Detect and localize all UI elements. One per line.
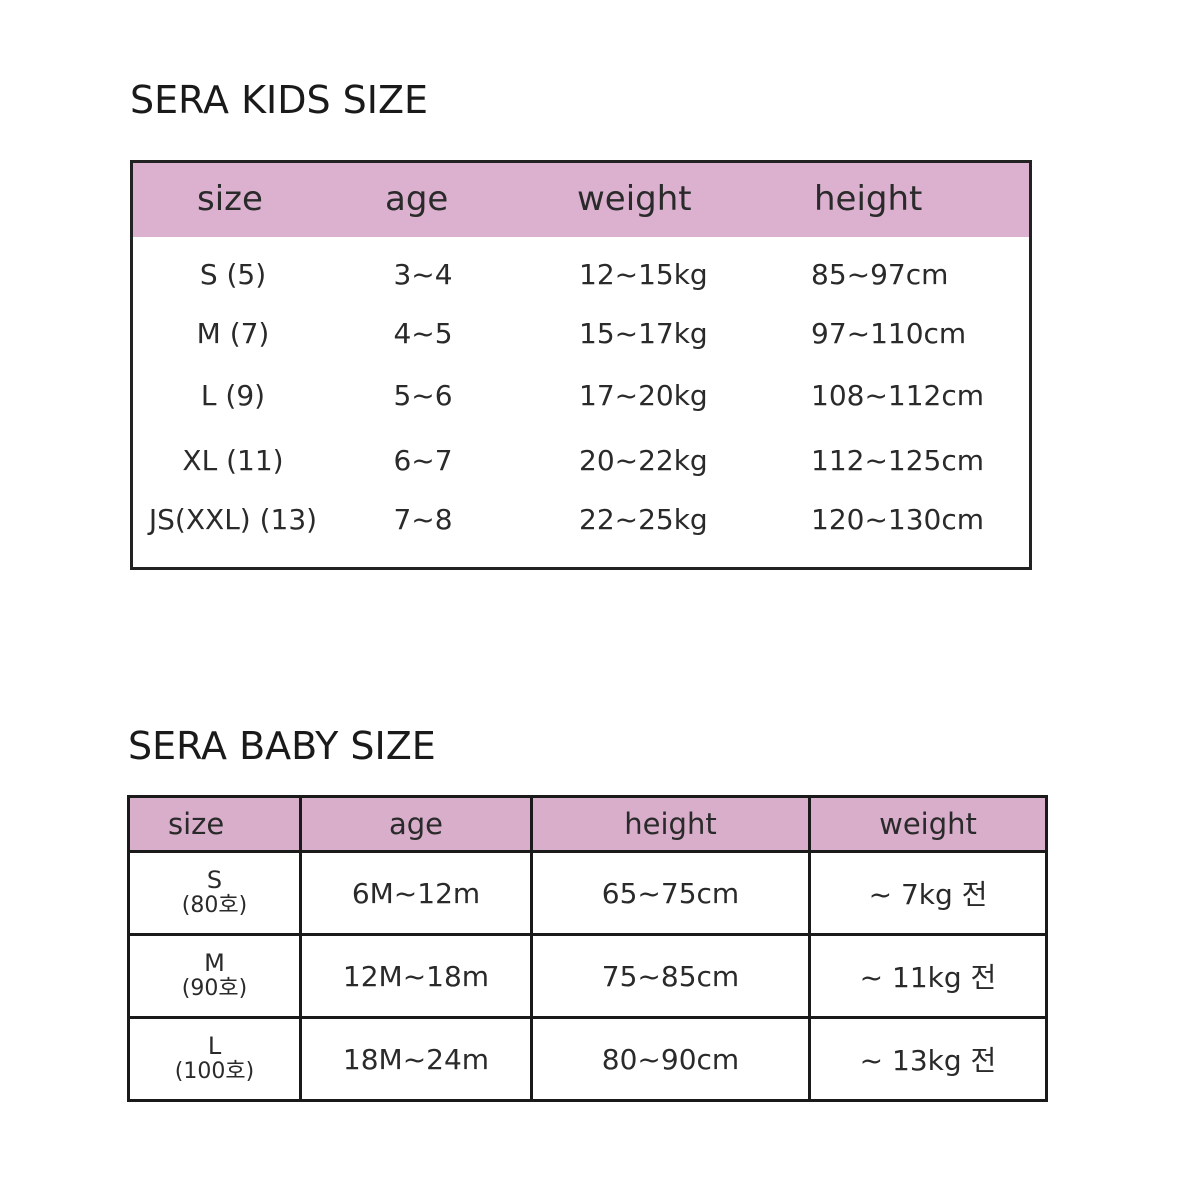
age-cell: 12M~18m [299,933,533,1019]
table-row: M (90호) 12M~18m 75~85cm ~ 11kg 전 [127,933,1048,1019]
height-cell: 97~110cm [811,317,967,350]
kids-size-table: size age weight height S (5) 3~4 12~15kg 85… [130,160,1032,570]
age-cell: 6M~12m [299,850,533,936]
size-label: M [204,949,225,977]
weight-cell: ~ 13kg 전 [808,1016,1048,1102]
size-cell: M (90호) [127,933,302,1019]
age-cell: 18M~24m [299,1016,533,1102]
age-cell: 6~7 [393,444,453,477]
weight-cell: 15~17kg [579,317,708,350]
weight-cell: 17~20kg [579,379,708,412]
weight-cell: ~ 7kg 전 [808,850,1048,936]
size-cell: S (80호) [127,850,302,936]
size-code: (80호) [181,893,248,918]
header-size: size [127,795,302,853]
height-cell: 112~125cm [811,444,985,477]
weight-cell: ~ 11kg 전 [808,933,1048,1019]
height-cell: 65~75cm [530,850,811,936]
height-cell: 108~112cm [811,379,985,412]
header-age: age [385,179,449,219]
height-cell: 120~130cm [811,503,985,536]
kids-title: SERA KIDS SIZE [130,78,429,122]
height-cell: 75~85cm [530,933,811,1019]
size-label: S [206,866,223,894]
size-cell: M (7) [196,317,270,350]
height-cell: 85~97cm [811,258,949,291]
weight-cell: 12~15kg [579,258,708,291]
header-age: age [299,795,533,853]
age-cell: 3~4 [393,258,453,291]
header-height: height [814,179,923,219]
height-cell: 80~90cm [530,1016,811,1102]
table-row: S (80호) 6M~12m 65~75cm ~ 7kg 전 [127,850,1048,936]
size-label: L [207,1032,222,1060]
age-cell: 4~5 [393,317,453,350]
header-weight: weight [577,179,692,219]
size-cell: L (9) [200,379,266,412]
size-cell: S (5) [199,258,267,291]
size-cell: XL (11) [182,444,284,477]
table-row: L (100호) 18M~24m 80~90cm ~ 13kg 전 [127,1016,1048,1102]
baby-header-row: size age height weight [127,795,1048,853]
header-height: height [530,795,811,853]
baby-size-table: size age height weight S (80호) 6M~12m 65~… [127,795,1048,1102]
header-weight: weight [808,795,1048,853]
size-code: (100호) [174,1059,255,1084]
size-cell: JS(XXL) (13) [148,503,318,536]
size-cell: L (100호) [127,1016,302,1102]
header-size: size [197,179,263,219]
age-cell: 5~6 [393,379,453,412]
size-code: (90호) [181,976,248,1001]
baby-title: SERA BABY SIZE [128,724,436,768]
kids-header-row: size age weight height [133,163,1029,237]
age-cell: 7~8 [393,503,453,536]
weight-cell: 22~25kg [579,503,708,536]
weight-cell: 20~22kg [579,444,708,477]
